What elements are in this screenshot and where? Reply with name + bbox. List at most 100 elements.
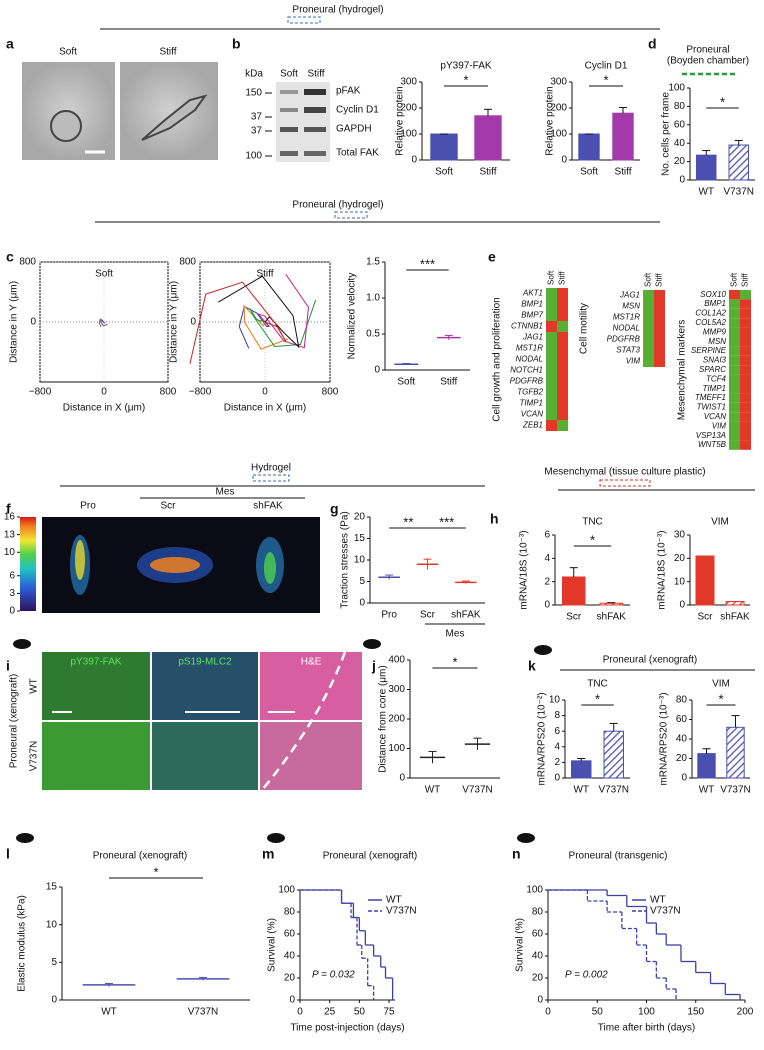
heatmap-cell: [643, 290, 654, 301]
gene-label: MST1R: [516, 344, 543, 353]
stain-label: pS19-MLC2: [178, 657, 232, 668]
p-value: P = 0.002: [565, 970, 608, 981]
gene-label: VSP13A: [696, 431, 726, 440]
x-tick-label: 800: [322, 387, 339, 398]
lane-label: Stiff: [307, 69, 324, 80]
heatmap-cell: [557, 409, 568, 420]
heatmap-cell: [654, 334, 665, 345]
y-tick-label: 10: [354, 555, 366, 566]
x-tick-label: −800: [29, 387, 52, 398]
panel-label: l: [6, 846, 10, 862]
x-tick-label: 50: [354, 1007, 366, 1018]
cell-track: [257, 273, 309, 349]
bar: [562, 576, 586, 606]
panel-label: a: [6, 36, 14, 52]
significance-label: *: [603, 72, 608, 87]
x-tick-label: V737N: [720, 785, 751, 796]
y-axis-label: Normalized velocity: [347, 273, 358, 360]
x-tick-label: V737N: [598, 785, 629, 796]
y-tick-label: 0.5: [366, 329, 380, 340]
y-axis-label: No. cells per frame: [661, 92, 672, 176]
x-tick-label: V737N: [462, 785, 493, 796]
x-tick-label: 150: [687, 1007, 704, 1018]
gene-label: MSN: [708, 337, 726, 346]
gene-label: SPARC: [699, 365, 726, 374]
marker-label: 37: [251, 126, 263, 137]
panel-label: j: [371, 658, 376, 674]
y-tick-label: 200: [400, 103, 417, 114]
gene-label: AKT1: [522, 289, 543, 298]
x-tick-label: 0: [101, 387, 107, 398]
blot: [276, 82, 330, 162]
x-tick-label: 200: [737, 1007, 754, 1018]
chart-title: VIM: [712, 679, 730, 690]
heatmap-cell: [740, 440, 751, 450]
y-axis-label: Relative protein: [395, 86, 406, 155]
subtitle: (Boyden chamber): [667, 56, 749, 67]
gene-label: NODAL: [612, 324, 640, 333]
panel-label: m: [262, 846, 274, 862]
axis: [384, 262, 470, 371]
gene-label: JAG1: [522, 333, 543, 342]
colorbar-label: 10: [4, 547, 16, 558]
header: Hydrogel: [251, 463, 291, 474]
y-tick-label: 2: [544, 576, 550, 587]
bar: [603, 730, 624, 779]
heatmap-cell: [557, 398, 568, 409]
gene-label: MST1R: [613, 313, 640, 322]
heatmap-cell: [557, 310, 568, 321]
y-tick-label: 40: [676, 734, 688, 745]
column-label: Soft: [730, 272, 739, 287]
y-tick-label: 10: [46, 919, 58, 930]
gene-label: JAG1: [619, 291, 640, 300]
x-tick-label: 50: [592, 1007, 604, 1018]
bar: [578, 133, 600, 161]
heatmap-cell: [740, 431, 751, 441]
gene-label: TCF4: [706, 374, 727, 383]
heatmap-cell: [557, 332, 568, 343]
heatmap-cell: [729, 384, 740, 394]
heatmap-cell: [546, 365, 557, 376]
heatmap-cell: [557, 354, 568, 365]
y-tick-label: 0: [679, 600, 685, 611]
y-tick-label: 300: [400, 77, 417, 88]
x-tick-label: Scr: [698, 612, 714, 623]
y-tick-label: 4: [544, 553, 550, 564]
x-tick-label: 100: [638, 1007, 655, 1018]
band-label: GAPDH: [336, 124, 372, 135]
heatmap-cell: [740, 374, 751, 384]
heatmap-cell: [557, 420, 568, 431]
header: Mesenchymal (tissue culture plastic): [544, 467, 705, 478]
gene-label: SERPINE: [691, 346, 727, 355]
heatmap-cell: [740, 393, 751, 403]
panel-label: n: [512, 846, 521, 862]
cell-track: [98, 318, 106, 327]
gene-label: BMP7: [521, 311, 543, 320]
y-tick-label: 0: [679, 175, 685, 186]
y-axis-label: mRNA/RPS20 (10⁻³): [659, 692, 670, 785]
significance-label: *: [153, 864, 158, 879]
y-axis-label: Relative protein: [545, 86, 556, 155]
y-tick-label: 80: [674, 101, 686, 112]
x-tick-label: Stiff: [440, 377, 457, 388]
y-tick-label: 200: [388, 714, 405, 725]
heatmap-cell: [557, 299, 568, 310]
chart-title: pY397-FAK: [440, 61, 491, 72]
y-tick-label: 20: [284, 973, 296, 984]
y-tick-label: 20: [674, 156, 686, 167]
heatmap-cell: [729, 421, 740, 431]
x-tick-label: V737N: [188, 1007, 219, 1018]
x-tick-label: shFAK: [597, 612, 627, 623]
x-tick-label: Soft: [397, 377, 415, 388]
x-tick-label: Pro: [381, 610, 397, 621]
chart-title: Proneural (xenograft): [93, 851, 188, 862]
y-axis-label: Survival (%): [267, 918, 278, 972]
stain-label: pY397-FAK: [70, 657, 121, 668]
legend-label: V737N: [386, 906, 417, 917]
y-tick-label: 10: [549, 695, 561, 706]
heatmap-cell: [729, 365, 740, 375]
column-label: Stiff: [558, 271, 567, 285]
heatmap-cell: [654, 345, 665, 356]
group-label: Mes: [216, 487, 235, 498]
